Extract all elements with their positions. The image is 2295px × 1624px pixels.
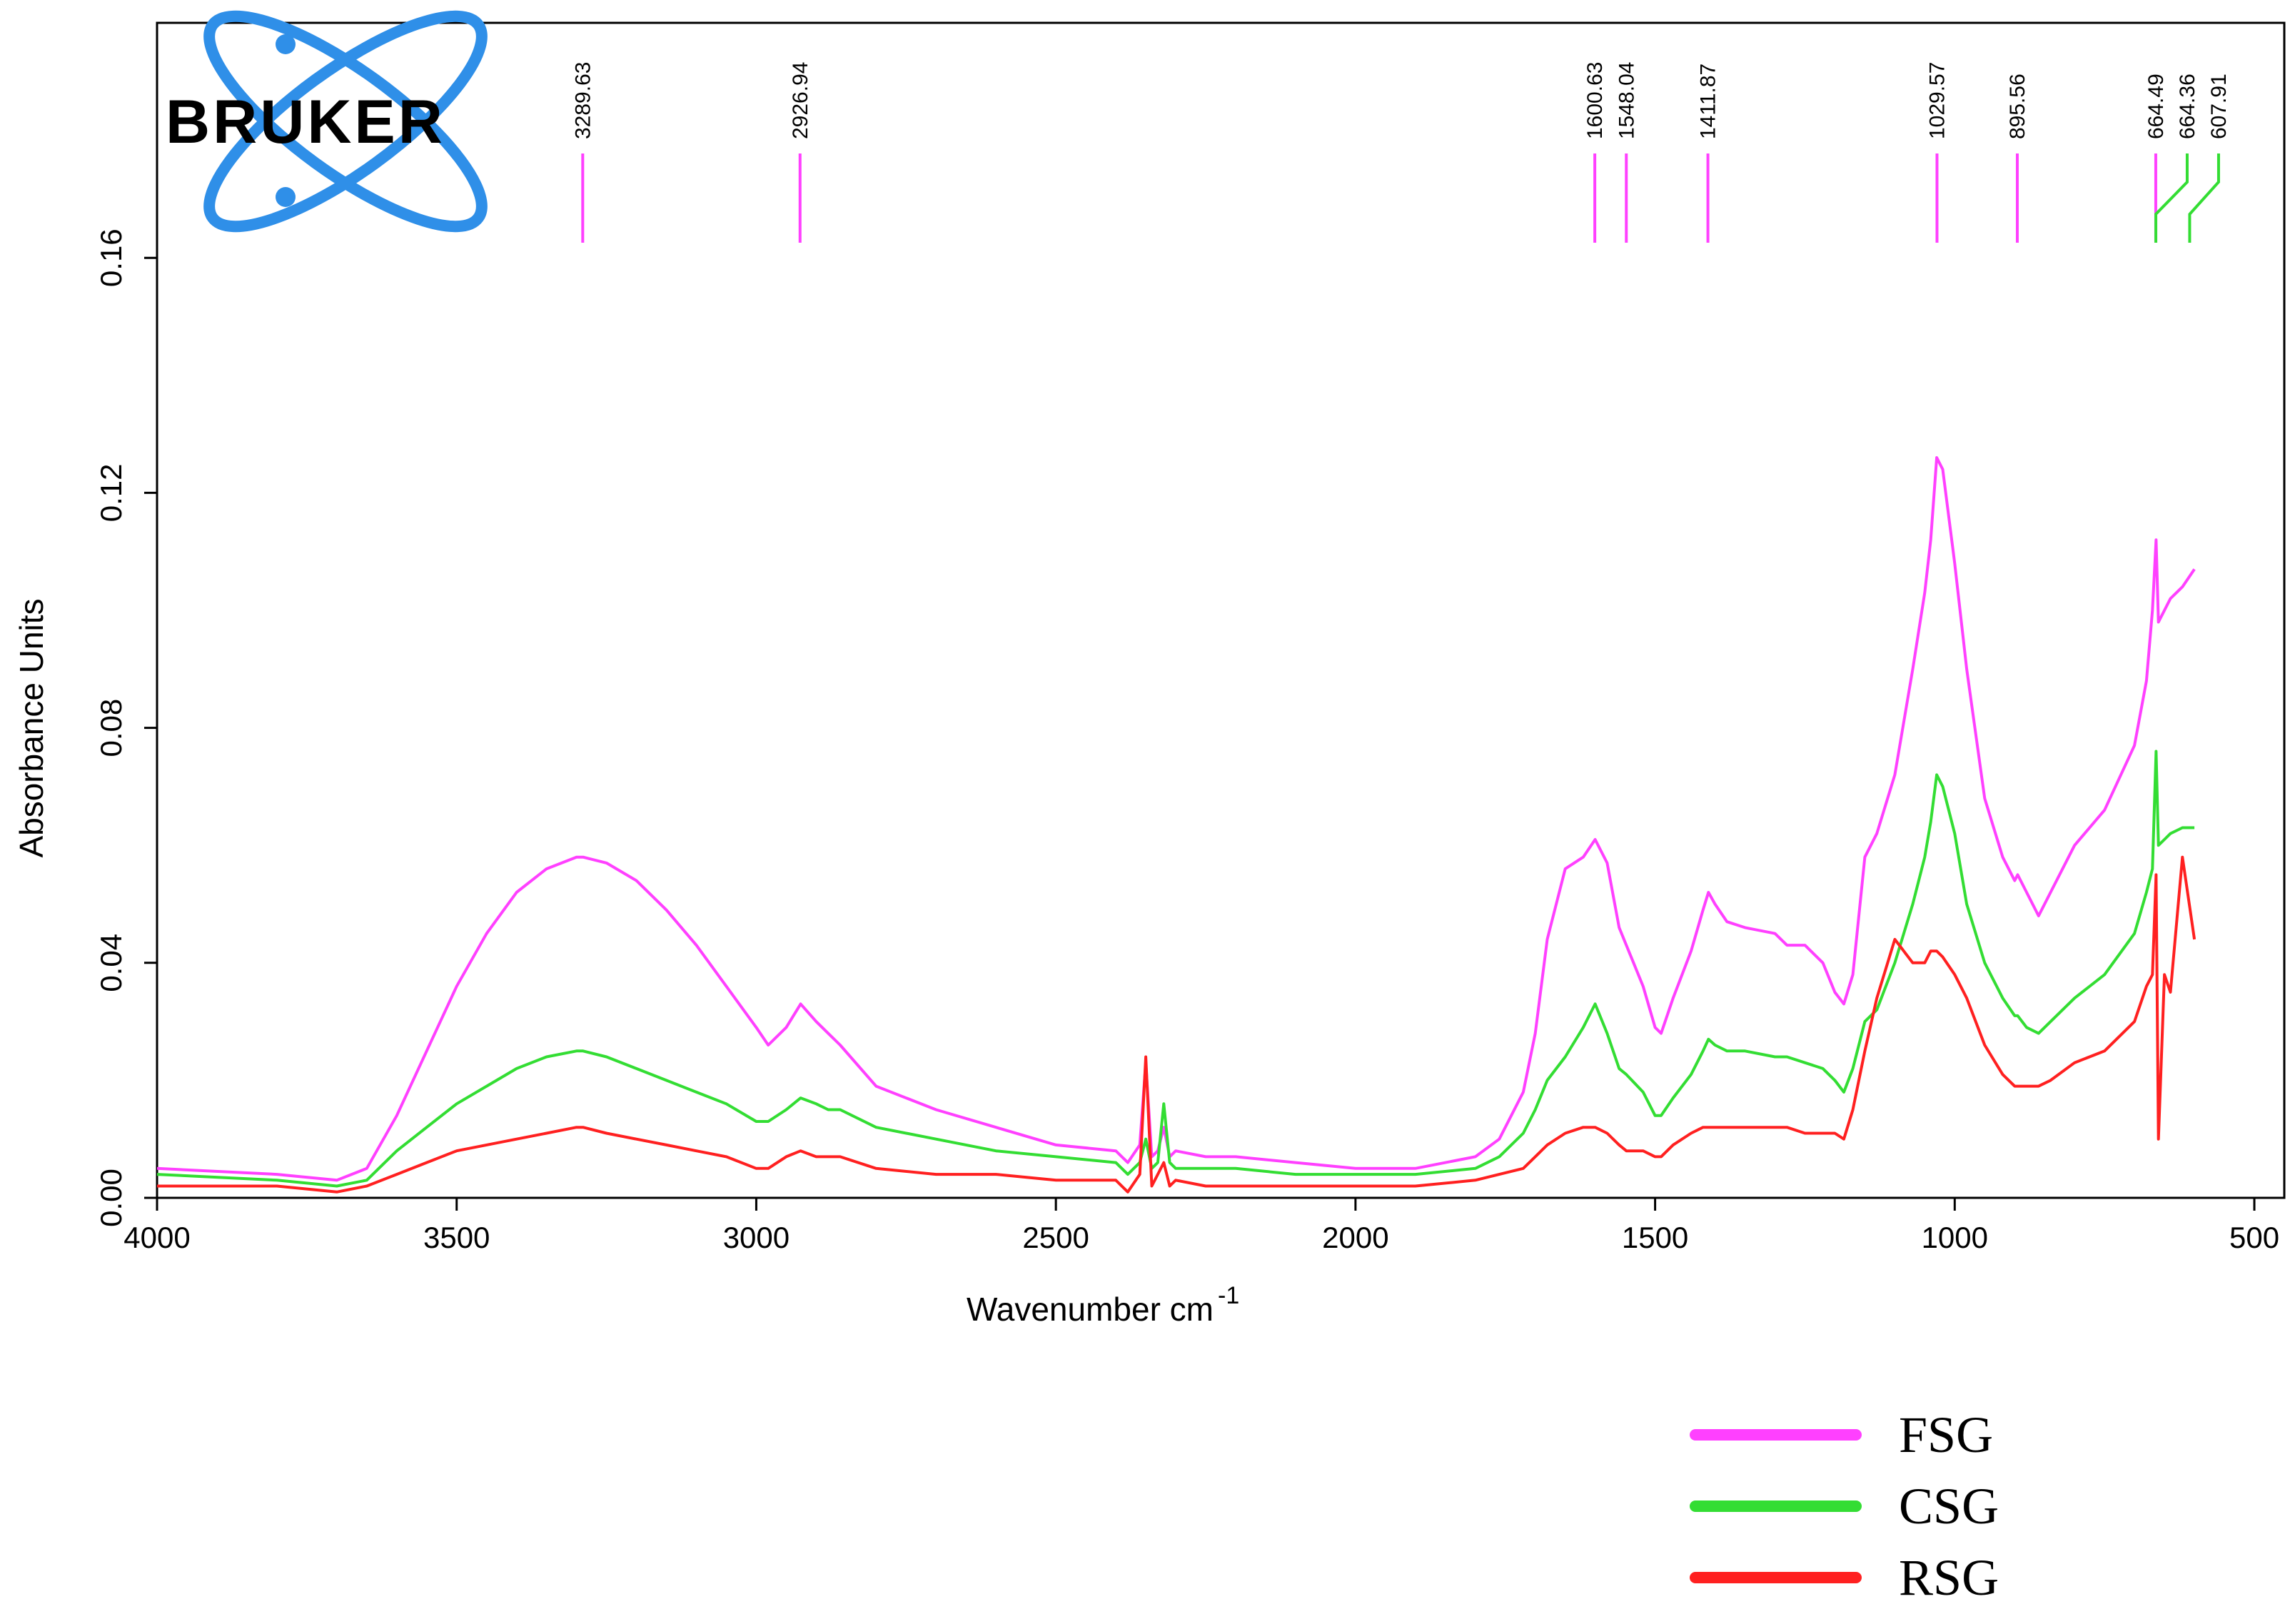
x-tick-label: 3500 [423,1221,490,1254]
peak-marker: 1548.04 [1615,62,1638,243]
peak-label: 1600.63 [1583,62,1607,139]
peak-marker: 1600.63 [1583,62,1607,243]
peak-marker: 664.36 [2154,74,2199,243]
legend-item: CSG [1690,1478,1999,1535]
x-tick-label: 2500 [1022,1221,1089,1254]
x-tick-label: 1500 [1622,1221,1688,1254]
legend-item: RSG [1690,1549,1999,1606]
x-axis: 4000 3500 3000 2500 2000 1500 1000 500 [123,1198,2279,1254]
peak-marker: 607.91 [2188,74,2231,243]
y-tick-label: 0.04 [94,934,128,992]
legend-label: RSG [1899,1549,1999,1606]
y-tick-label: 0.12 [94,464,128,523]
y-tick-label: 0.08 [94,699,128,757]
y-tick-label: 0.00 [94,1169,128,1227]
x-tick-label: 3000 [723,1221,790,1254]
y-axis-title: Absorbance Units [13,598,50,857]
x-tick-label: 2000 [1322,1221,1388,1254]
peak-marker: 895.56 [2006,74,2029,243]
peak-marker: 1029.57 [1925,62,1949,243]
bruker-logo: BRUKER [166,10,488,233]
x-axis-title-superscript: -1 [1218,1282,1239,1309]
legend-label: CSG [1899,1478,1999,1535]
peak-label: 895.56 [2006,74,2029,139]
legend: FSG CSG RSG [1690,1406,1999,1606]
plot-frame [156,21,2286,1199]
legend-item: FSG [1690,1406,1993,1463]
series-line-fsg [156,456,2196,1182]
peak-label: 1029.57 [1925,62,1949,139]
brand-name: BRUKER [166,88,445,156]
peak-label: 664.36 [2176,74,2199,139]
peak-marker: 1411.87 [1697,64,1720,243]
peak-marker-line [2188,153,2220,243]
series-line-csg [156,750,2195,1188]
y-axis: 0.00 0.04 0.08 0.12 0.16 [94,228,157,1227]
peak-markers: 3289.63 2926.94 1600.63 1548.04 1411.87 1029.… [571,62,2231,243]
peak-marker: 2926.94 [789,62,812,243]
series-layer [156,456,2196,1194]
y-tick-label: 0.16 [94,228,128,287]
x-axis-title: Wavenumber cm [967,1291,1214,1328]
bruker-atom-icon [203,10,488,233]
peak-label: 3289.63 [571,62,595,139]
peak-label: 1411.87 [1697,64,1720,139]
x-tick-label: 4000 [123,1221,190,1254]
peak-label: 607.91 [2207,74,2231,139]
series-line-rsg [157,855,2196,1194]
legend-label: FSG [1899,1406,1993,1463]
x-tick-label: 1000 [1922,1221,1988,1254]
peak-marker: 3289.63 [571,62,595,243]
peak-label: 664.49 [2144,74,2168,139]
peak-label: 2926.94 [789,62,812,139]
peak-marker-line [2154,153,2189,243]
peak-label: 1548.04 [1615,62,1638,139]
x-tick-label: 500 [2229,1221,2279,1254]
